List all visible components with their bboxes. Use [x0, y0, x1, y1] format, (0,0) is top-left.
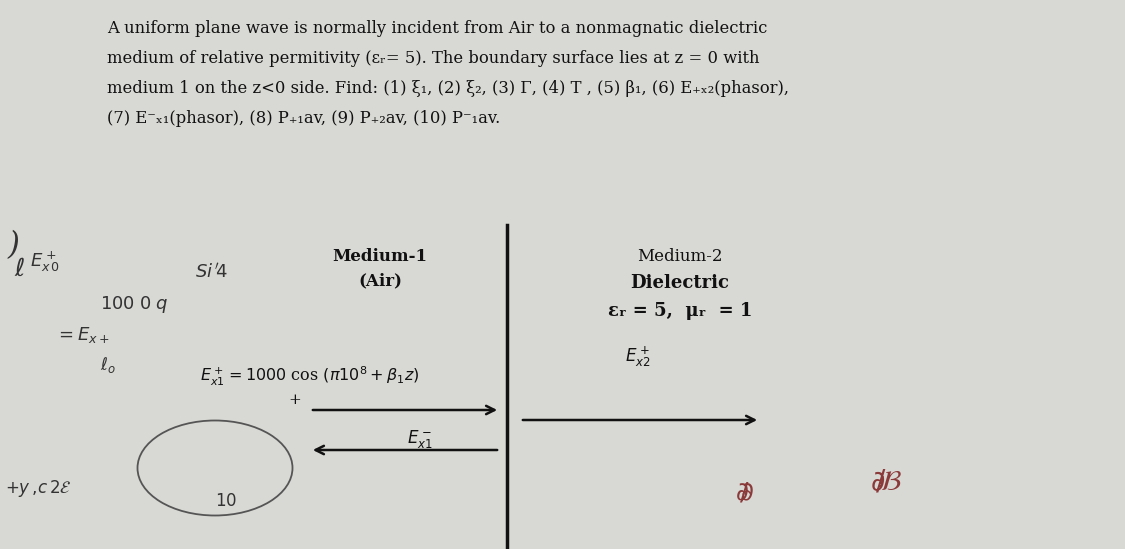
Text: $E^+_{x1} = 1000$ cos $(\pi 10^8 + \beta_1 z)$: $E^+_{x1} = 1000$ cos $(\pi 10^8 + \beta… [200, 365, 420, 388]
Text: $\ell_o$: $\ell_o$ [100, 355, 116, 375]
Text: $10$: $10$ [215, 493, 237, 510]
Text: (Air): (Air) [358, 272, 402, 289]
Text: εᵣ = 5,  μᵣ  = 1: εᵣ = 5, μᵣ = 1 [608, 302, 753, 320]
Text: $100\;0\;q$: $100\;0\;q$ [100, 294, 169, 315]
Text: $Si\,^{\prime}\!4$: $Si\,^{\prime}\!4$ [195, 262, 228, 281]
Text: $= E_{x+}$: $= E_{x+}$ [55, 325, 109, 345]
Text: $\partial\!\!/\!\!\partial$: $\partial\!\!/\!\!\partial$ [735, 480, 754, 504]
Text: medium 1 on the z<0 side. Find: (1) ξ₁, (2) ξ₂, (3) Γ, (4) T , (5) β₁, (6) E₊ₓ₂(: medium 1 on the z<0 side. Find: (1) ξ₁, … [107, 80, 789, 97]
Text: ): ) [8, 230, 20, 261]
Text: $\ell$: $\ell$ [14, 258, 25, 281]
Text: $E^+_{x2}$: $E^+_{x2}$ [626, 345, 650, 369]
Text: $E^+_{x\,0}$: $E^+_{x\,0}$ [30, 250, 60, 274]
Text: Medium-1: Medium-1 [333, 248, 428, 265]
Text: $\partial\!\!/\!\mathcal{B}$: $\partial\!\!/\!\mathcal{B}$ [870, 468, 902, 495]
Text: $+y\,,\!c\,2\mathcal{E}$: $+y\,,\!c\,2\mathcal{E}$ [4, 478, 72, 499]
Text: Dielectric: Dielectric [630, 274, 729, 292]
Text: $E^-_{x1}$: $E^-_{x1}$ [407, 428, 433, 450]
Text: A uniform plane wave is normally incident from Air to a nonmagnatic dielectric: A uniform plane wave is normally inciden… [107, 20, 767, 37]
Text: (7) E⁻ₓ₁(phasor), (8) P₊₁av, (9) P₊₂av, (10) P⁻₁av.: (7) E⁻ₓ₁(phasor), (8) P₊₁av, (9) P₊₂av, … [107, 110, 501, 127]
Text: Medium-2: Medium-2 [637, 248, 722, 265]
Text: +: + [289, 393, 302, 407]
Text: medium of relative permitivity (εᵣ= 5). The boundary surface lies at z = 0 with: medium of relative permitivity (εᵣ= 5). … [107, 50, 759, 67]
